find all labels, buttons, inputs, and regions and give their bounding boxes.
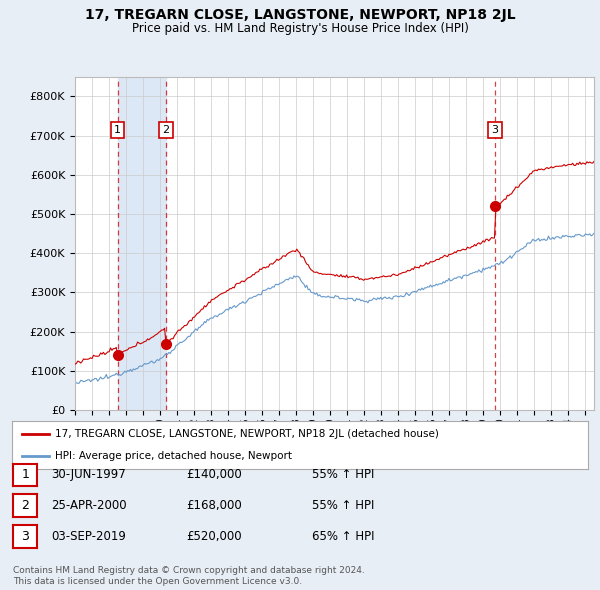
Text: 17, TREGARN CLOSE, LANGSTONE, NEWPORT, NP18 2JL (detached house): 17, TREGARN CLOSE, LANGSTONE, NEWPORT, N… [55, 429, 439, 439]
Text: £520,000: £520,000 [186, 530, 242, 543]
Text: 55% ↑ HPI: 55% ↑ HPI [312, 468, 374, 481]
Text: £168,000: £168,000 [186, 499, 242, 512]
Text: 3: 3 [491, 125, 498, 135]
Text: 65% ↑ HPI: 65% ↑ HPI [312, 530, 374, 543]
Text: Price paid vs. HM Land Registry's House Price Index (HPI): Price paid vs. HM Land Registry's House … [131, 22, 469, 35]
Text: This data is licensed under the Open Government Licence v3.0.: This data is licensed under the Open Gov… [13, 577, 302, 586]
Text: 17, TREGARN CLOSE, LANGSTONE, NEWPORT, NP18 2JL: 17, TREGARN CLOSE, LANGSTONE, NEWPORT, N… [85, 8, 515, 22]
Text: 30-JUN-1997: 30-JUN-1997 [51, 468, 126, 481]
Text: HPI: Average price, detached house, Newport: HPI: Average price, detached house, Newp… [55, 451, 292, 461]
Text: 2: 2 [21, 499, 29, 512]
Text: 1: 1 [114, 125, 121, 135]
Text: 25-APR-2000: 25-APR-2000 [51, 499, 127, 512]
Bar [118, 77, 166, 410]
Text: Contains HM Land Registry data © Crown copyright and database right 2024.: Contains HM Land Registry data © Crown c… [13, 566, 365, 575]
Text: 3: 3 [21, 530, 29, 543]
Text: 03-SEP-2019: 03-SEP-2019 [51, 530, 126, 543]
Text: £140,000: £140,000 [186, 468, 242, 481]
Text: 2: 2 [162, 125, 169, 135]
Text: 1: 1 [21, 468, 29, 481]
Text: 55% ↑ HPI: 55% ↑ HPI [312, 499, 374, 512]
